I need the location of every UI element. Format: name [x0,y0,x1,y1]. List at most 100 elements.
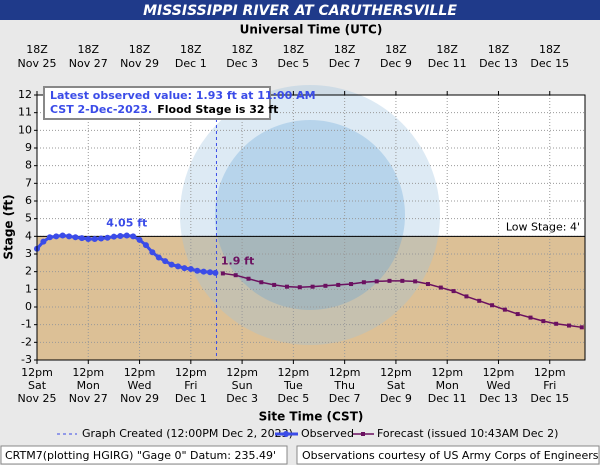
y-tick-label: 5 [25,212,32,225]
info-flood: Flood Stage is 32 ft [157,103,278,116]
x-tick-label: 12pm [278,366,310,379]
y-tick-label: -1 [21,318,32,331]
annotation: 1.9 ft [221,254,254,267]
y-tick-label: 12 [18,88,32,101]
x2-tick-label: 18Z [180,43,202,56]
x2-tick-label: Dec 11 [428,57,467,70]
observed-point [212,269,219,276]
y-tick-label: 11 [18,106,32,119]
observed-point [155,254,162,261]
x2-tick-label: 18Z [26,43,48,56]
forecast-point [477,298,482,303]
forecast-point [515,312,520,317]
x-tick-label: 12pm [483,366,515,379]
observed-point [130,233,137,240]
legend-forecast-marker [361,432,365,436]
top-axis-title: Universal Time (UTC) [240,23,383,37]
x2-tick-label: 18Z [334,43,356,56]
x-tick-label: Dec 1 [175,392,207,405]
observed-point [59,232,66,239]
y-tick-label: 0 [25,300,32,313]
x2-tick-label: Nov 27 [69,57,108,70]
info-line: CST 2-Dec-2023. Flood Stage is 32 ft [50,103,278,116]
forecast-point [387,278,392,283]
title-bar [0,0,600,20]
x-tick-label: Tue [283,379,303,392]
x-tick-label: 12pm [72,366,104,379]
forecast-point [233,273,238,278]
y-tick-label: -2 [21,335,32,348]
y-tick-label: 2 [25,265,32,278]
observed-point [85,235,92,242]
low-stage-label: Low Stage: 4' [506,220,580,233]
x-tick-label: Fri [184,379,197,392]
observed-point [194,267,201,274]
x-tick-label: Dec 9 [380,392,412,405]
y-tick-label: 6 [25,194,32,207]
observed-point [104,234,111,241]
y-tick-label: -3 [21,353,32,366]
x2-tick-label: Nov 29 [120,57,159,70]
x-tick-label: 12pm [175,366,207,379]
observed-point [117,232,124,239]
x2-tick-label: 18Z [488,43,510,56]
y-tick-label: 7 [25,176,32,189]
x-tick-label: Fri [543,379,556,392]
x-tick-label: Nov 25 [18,392,57,405]
x2-tick-label: 18Z [129,43,151,56]
x-tick-label: Thu [333,379,355,392]
observed-point [181,265,188,272]
annotation: 4.05 ft [106,216,147,229]
legend-label: Graph Created (12:00PM Dec 2, 2023) [82,427,293,440]
x2-tick-label: Dec 9 [380,57,412,70]
forecast-point [413,279,418,284]
x2-tick-label: Dec 1 [175,57,207,70]
observed-point [46,234,53,241]
x-tick-label: Dec 5 [277,392,309,405]
y-tick-label: 3 [25,247,32,260]
x2-tick-label: Dec 5 [277,57,309,70]
x2-tick-label: Dec 7 [329,57,361,70]
x2-tick-label: Dec 15 [530,57,569,70]
x2-tick-label: 18Z [78,43,100,56]
x2-tick-label: 18Z [436,43,458,56]
x-tick-label: Sun [232,379,253,392]
x-tick-label: 12pm [534,366,566,379]
observed-point [200,268,207,275]
y-tick-label: 9 [25,141,32,154]
x-tick-label: Wed [128,379,152,392]
forecast-point [349,282,354,287]
forecast-point [323,283,328,288]
forecast-point [554,321,559,326]
observed-point [78,235,85,242]
forecast-point [490,303,495,308]
forecast-point [246,276,251,281]
legend-observed-marker [283,431,289,437]
observed-point [72,234,79,241]
watermark [215,120,405,310]
info-box [43,86,271,120]
forecast-point [566,323,571,328]
observed-point [162,258,169,265]
x-tick-label: Nov 27 [69,392,108,405]
forecast-point [502,307,507,312]
x-tick-label: Dec 15 [530,392,569,405]
observed-point [175,263,182,270]
x2-tick-label: 18Z [283,43,305,56]
footer-box [0,445,288,465]
forecast-point [528,315,533,320]
y-tick-label: 1 [25,282,32,295]
chart-title: MISSISSIPPI RIVER AT CARUTHERSVILLE [143,3,457,19]
forecast-point [361,280,366,285]
info-line: Latest observed value: 1.93 ft at 11:00 … [50,89,316,102]
footer-text: CRTM7(plotting HGIRG) "Gage 0" Datum: 23… [5,449,276,462]
forecast-point [284,284,289,289]
y-tick-label: 10 [18,123,32,136]
observed-point [142,242,149,249]
x2-tick-label: 18Z [231,43,253,56]
x-tick-label: 12pm [21,366,53,379]
forecast-point [272,282,277,287]
x-axis-title: Site Time (CST) [259,410,364,424]
observed-point [149,249,156,256]
x-tick-label: Dec 13 [479,392,518,405]
